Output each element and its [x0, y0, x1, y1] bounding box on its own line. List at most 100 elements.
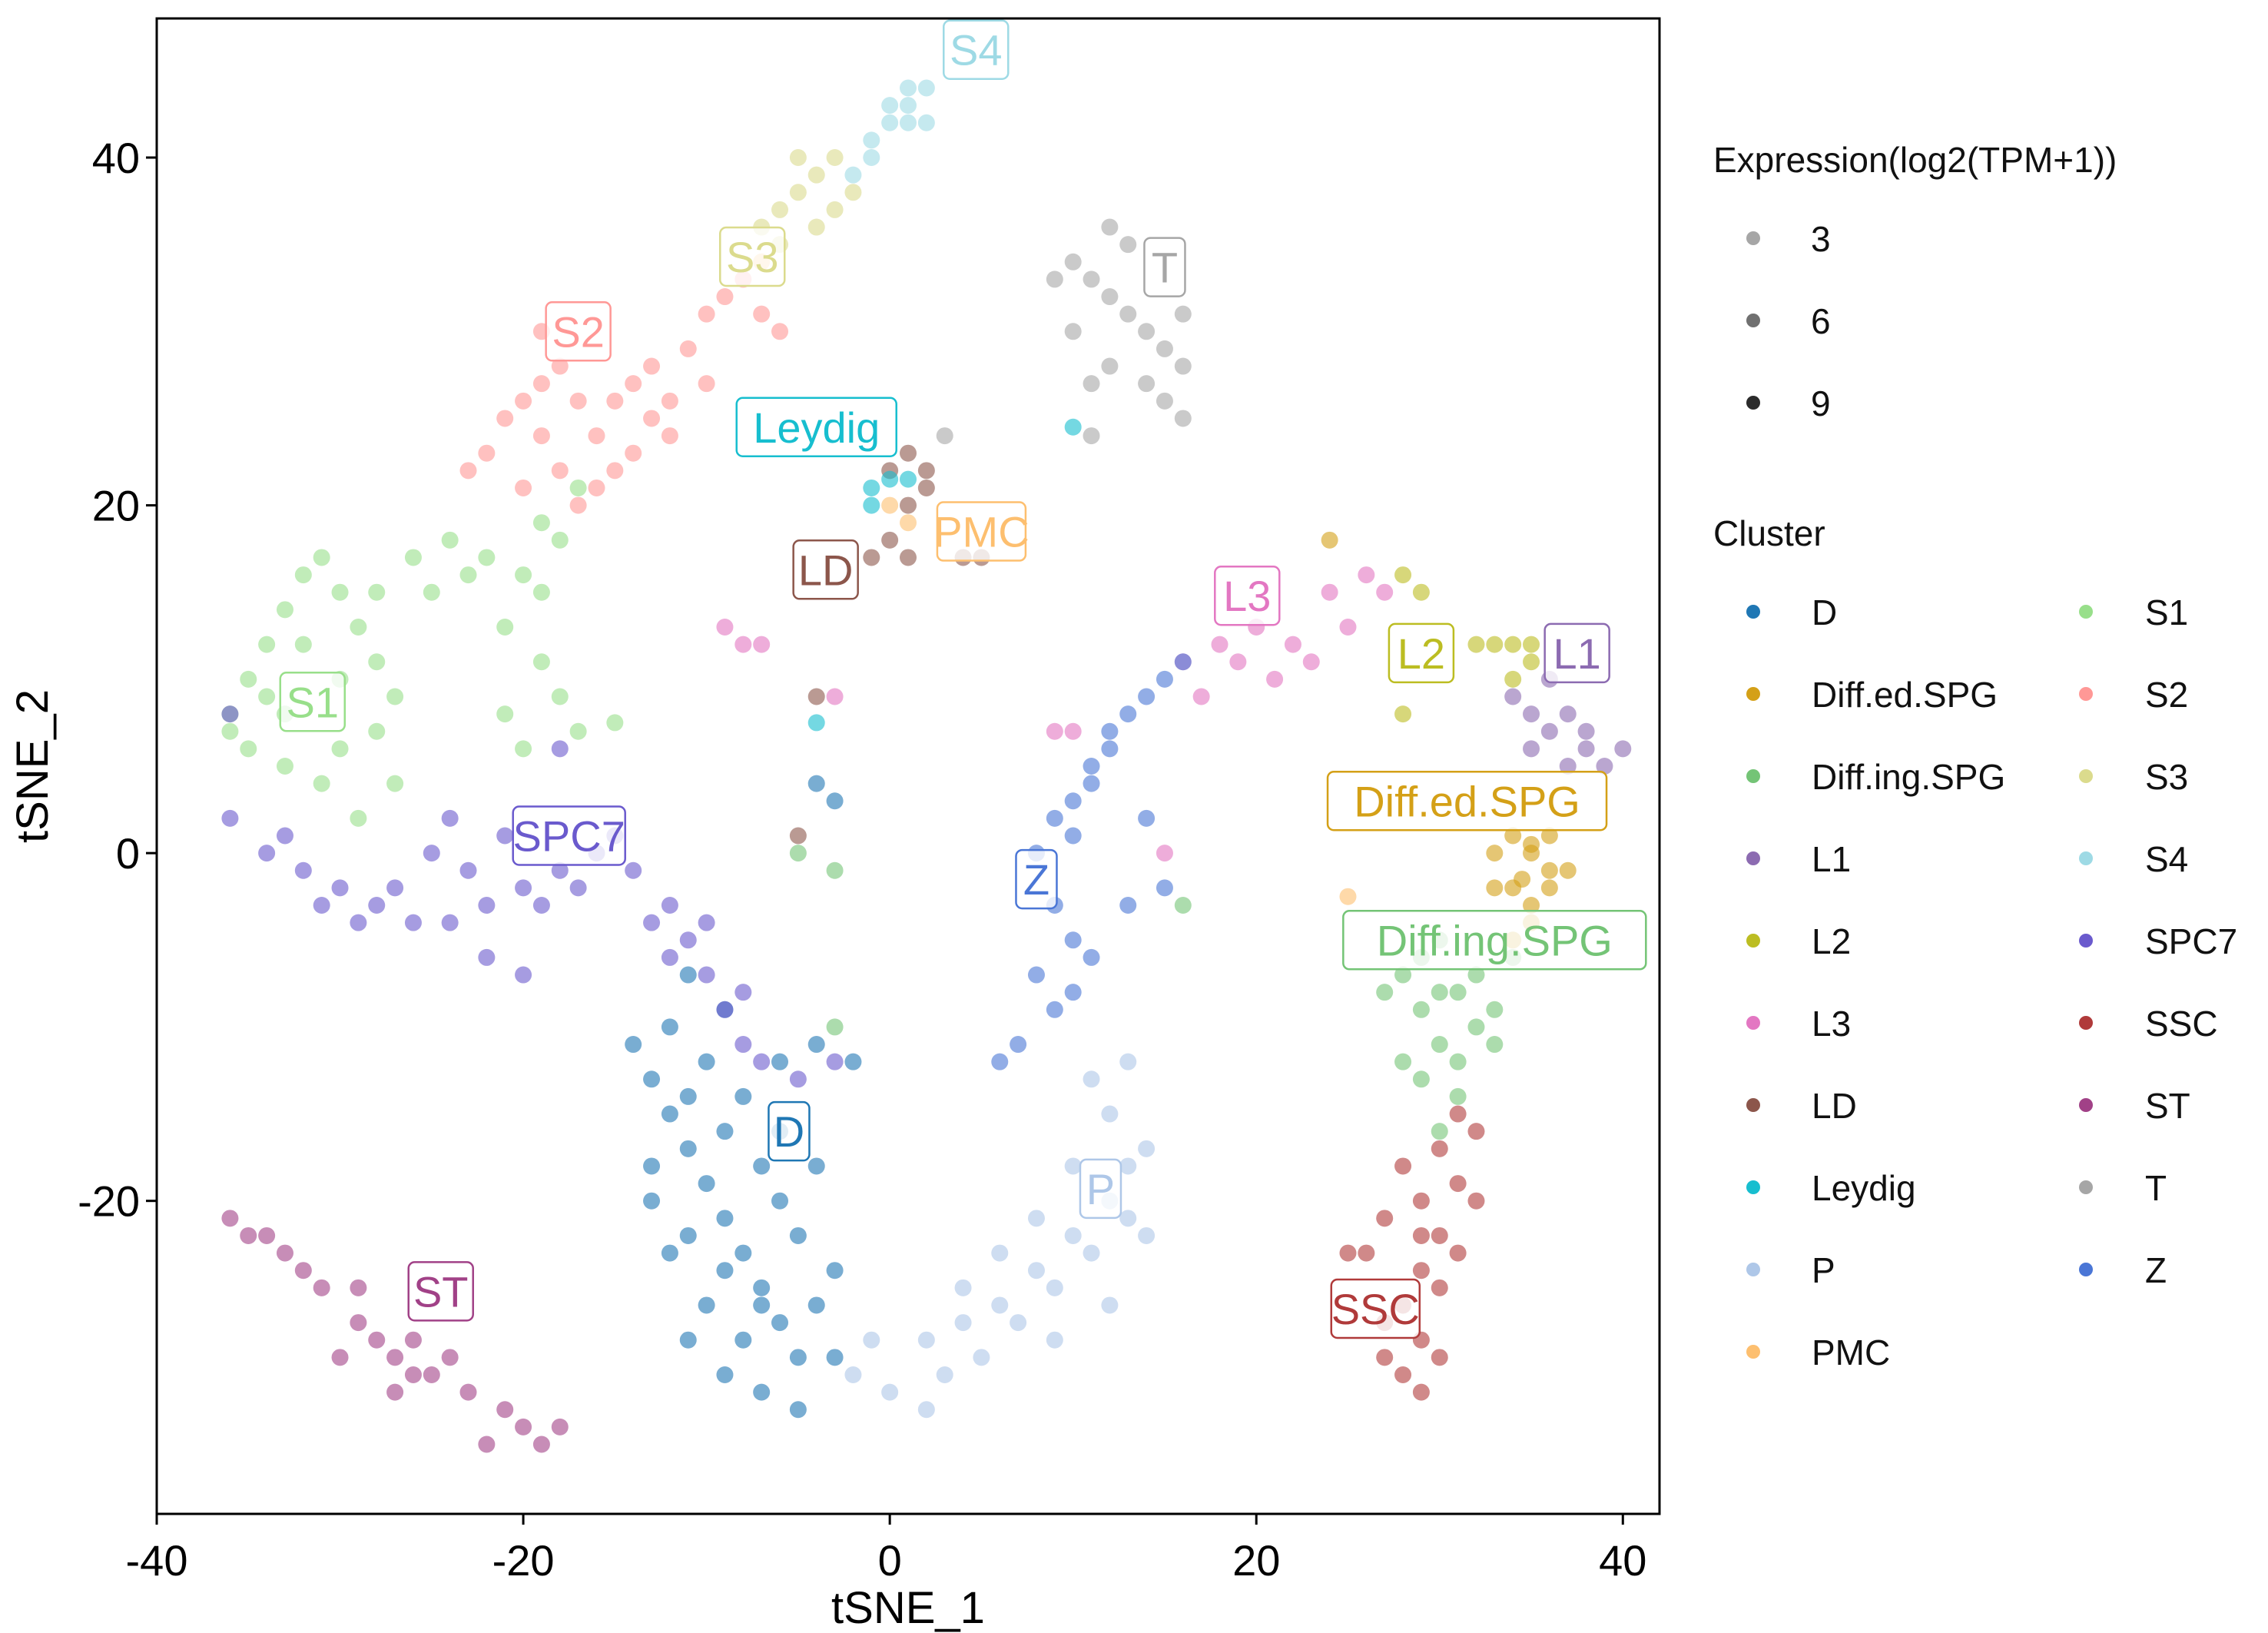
point-ssc — [1412, 1192, 1430, 1210]
point-t — [1138, 375, 1156, 393]
point-diff-ing-spg — [1449, 1053, 1467, 1070]
point-t — [1101, 288, 1119, 306]
point-l1 — [1523, 705, 1540, 723]
point-p — [973, 1349, 990, 1366]
point-diff-ed-spg — [1486, 879, 1504, 897]
point-z — [1046, 809, 1063, 827]
point-spc7 — [258, 845, 276, 862]
point-t — [1119, 305, 1137, 323]
point-s4 — [900, 97, 917, 115]
point-d — [807, 775, 825, 792]
legend-key-s4 — [2079, 851, 2093, 865]
point-p — [1083, 1244, 1100, 1262]
point-d — [679, 1331, 697, 1349]
point-s4 — [881, 97, 899, 115]
point-diff-ed-spg — [1514, 871, 1531, 888]
point-s1 — [313, 775, 330, 792]
point-s2 — [698, 375, 715, 393]
cluster-label-text: S2 — [552, 307, 605, 356]
point-l3 — [1192, 688, 1210, 705]
point-s1 — [551, 531, 569, 549]
point-d — [844, 1053, 862, 1070]
legend-label-l2: L2 — [1812, 921, 1851, 961]
point-s2 — [496, 410, 514, 427]
point-s2 — [643, 410, 661, 427]
plot-panel-border — [155, 17, 1661, 1515]
point-d — [716, 1210, 734, 1227]
x-axis: -40 -20 0 20 40 — [126, 1514, 1646, 1585]
point-s2 — [679, 340, 697, 357]
cluster-label-s3: S3 — [718, 226, 786, 287]
point-s1 — [221, 722, 239, 740]
point-ssc — [1467, 1192, 1485, 1210]
cluster-label-leydig: Leydig — [735, 397, 897, 458]
point-ssc — [1431, 1279, 1448, 1296]
cluster-legend: Cluster D Diff.ed.SPG Diff.ing.SPG L1 L2 L3 LD… — [1713, 513, 2237, 1372]
point-s2 — [459, 462, 477, 480]
point-t — [1156, 340, 1173, 357]
point-l1 — [1614, 740, 1632, 758]
point-spc7 — [221, 809, 239, 827]
point-s2 — [569, 392, 587, 410]
point-l3 — [1321, 583, 1338, 601]
point-s1 — [258, 688, 276, 705]
cluster-label-text: T — [1152, 244, 1178, 292]
point-s2 — [661, 427, 678, 445]
point-ssc — [1412, 1262, 1430, 1280]
point-s3 — [771, 201, 789, 218]
point-leydig — [863, 496, 880, 514]
point-spc7 — [569, 879, 587, 897]
point-l2 — [1486, 636, 1504, 653]
point-d — [698, 1296, 715, 1314]
point-t — [1083, 271, 1100, 288]
point-l3 — [1376, 583, 1394, 601]
legend-label-l1: L1 — [1812, 839, 1851, 879]
cluster-label-box — [512, 805, 626, 866]
legend-label-t: T — [2145, 1168, 2167, 1208]
point-s1 — [532, 514, 550, 532]
x-tick-label: -40 — [126, 1536, 188, 1585]
point-l3 — [1229, 653, 1247, 671]
cluster-label-z: Z — [1015, 848, 1058, 910]
point-l1 — [1559, 758, 1577, 775]
point-diff-ing-spg — [789, 845, 807, 862]
point-l3 — [1339, 618, 1357, 636]
point-s1 — [276, 601, 293, 619]
point-s4 — [917, 79, 935, 97]
point-st — [404, 1366, 422, 1383]
legend-key-diff-ing-spg — [1746, 769, 1760, 783]
legend-key-s2 — [2079, 687, 2093, 701]
point-diff-ing-spg — [1449, 1087, 1467, 1105]
point-s2 — [661, 392, 678, 410]
point-d — [661, 1105, 678, 1123]
point-p — [863, 1331, 880, 1349]
point-s1 — [386, 688, 404, 705]
cluster-label-text: S1 — [287, 678, 340, 726]
point-p — [991, 1244, 1009, 1262]
point-p — [1101, 1296, 1119, 1314]
point-s3 — [807, 166, 825, 184]
point-s1 — [386, 775, 404, 792]
point-s2 — [753, 305, 771, 323]
point-s1 — [258, 636, 276, 653]
point-spc7 — [679, 931, 697, 949]
cluster-label-text: S3 — [726, 233, 779, 281]
legend-label-s3: S3 — [2145, 757, 2188, 797]
point-t — [1156, 392, 1173, 410]
point-spc7 — [515, 879, 532, 897]
point-spc7 — [423, 845, 440, 862]
cluster-label-d: D — [768, 1100, 811, 1162]
point-pmc — [900, 514, 917, 532]
cluster-label-l2: L2 — [1388, 622, 1455, 684]
point-p — [1119, 1157, 1137, 1175]
point-d — [771, 1192, 789, 1210]
point-s3 — [789, 149, 807, 167]
point-s2 — [588, 479, 605, 496]
point-diff-ed-spg — [1540, 861, 1558, 879]
point-s4 — [881, 114, 899, 131]
point-ssc — [1358, 1244, 1375, 1262]
cluster-label-diff-ing-spg: Diff.ing.SPG — [1342, 910, 1647, 971]
point-spc7 — [313, 897, 330, 914]
point-d — [826, 1262, 844, 1280]
cluster-label-box — [936, 501, 1027, 562]
